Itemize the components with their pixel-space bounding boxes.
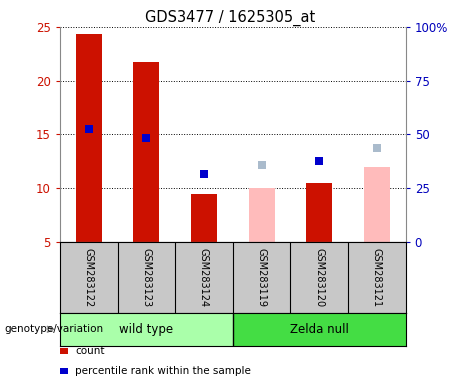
Text: GSM283124: GSM283124 [199,248,209,307]
Text: GSM283123: GSM283123 [142,248,151,307]
Bar [60,313,233,346]
Text: GSM283121: GSM283121 [372,248,382,307]
Text: Zelda null: Zelda null [290,323,349,336]
Bar [191,194,217,242]
Bar [306,183,332,242]
Text: GSM283122: GSM283122 [84,248,94,307]
Bar [133,62,160,242]
Bar [76,35,102,242]
Text: GSM283119: GSM283119 [257,248,266,307]
Bar [248,188,275,242]
Text: wild type: wild type [119,323,173,336]
Text: GSM283120: GSM283120 [314,248,324,307]
Text: genotype/variation: genotype/variation [5,324,104,334]
Bar [233,313,406,346]
Text: count: count [75,346,105,356]
Bar [364,167,390,242]
Text: GDS3477 / 1625305_at: GDS3477 / 1625305_at [145,10,316,26]
Text: percentile rank within the sample: percentile rank within the sample [75,366,251,376]
